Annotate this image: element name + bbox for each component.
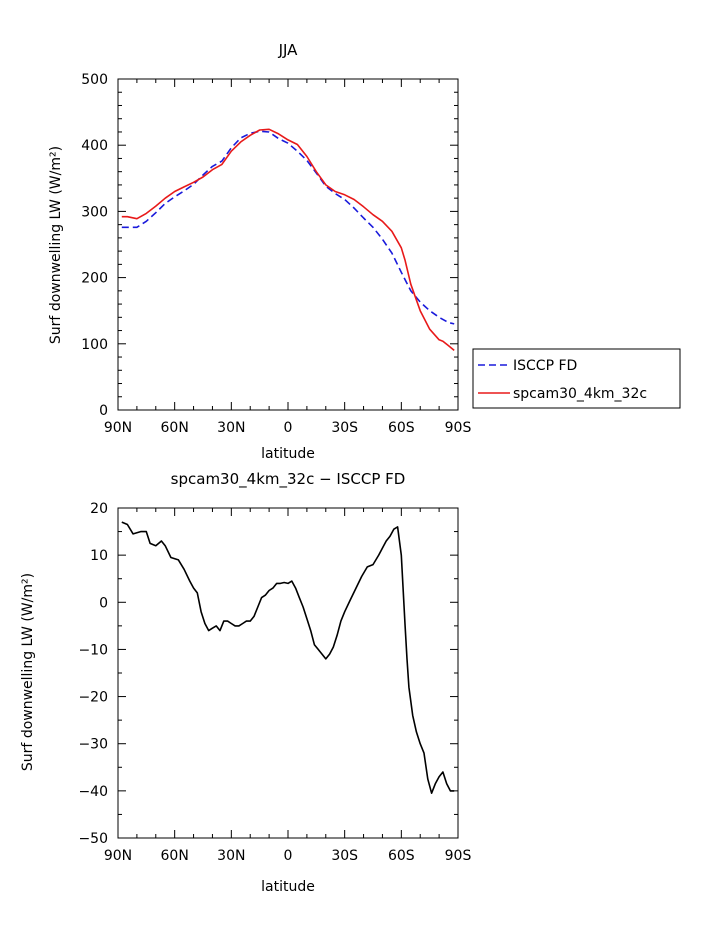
y-tick-label: 0 [99,403,108,419]
x-axis-label: latitude [261,879,315,895]
series-line-spcam30-4km-32c [121,128,455,352]
y-tick-label: −30 [78,737,108,753]
series-line-difference [121,521,455,795]
x-axis-label: latitude [261,446,315,462]
y-tick-label: 10 [90,548,108,564]
legend-label-isccp-fd: ISCCP FD [513,358,577,374]
y-tick-label: −50 [78,831,108,847]
x-tick-label: 30S [331,848,358,864]
x-tick-label: 30N [217,420,245,436]
y-tick-label: −40 [78,784,108,800]
x-tick-label: 60N [161,420,189,436]
x-tick-label: 90N [104,420,132,436]
y-tick-label: −10 [78,642,108,658]
x-tick-label: 90S [445,848,472,864]
x-tick-label: 30S [331,420,358,436]
x-tick-label: 60S [388,848,415,864]
y-axis-label: Surf downwelling LW (W/m²) [48,146,64,344]
x-tick-label: 30N [217,848,245,864]
series-group [121,521,455,795]
chart-difference: spcam30_4km_32c − ISCCP FD −50−40−30−20−… [20,470,471,895]
y-tick-label: 300 [81,204,108,220]
y-tick-label: 0 [99,595,108,611]
y-tick-label: 400 [81,138,108,154]
y-axis: −50 −40 −30 −20 −10 0 10 20 [78,501,458,847]
legend: ISCCP FD spcam30_4km_32c [472,348,681,409]
y-tick-label: −20 [78,690,108,706]
x-tick-label: 60S [388,420,415,436]
y-axis: 0 100 200 300 400 500 [81,72,458,419]
series-line-isccp-fd [121,130,455,325]
x-tick-label: 90S [445,420,472,436]
chart-title: spcam30_4km_32c − ISCCP FD [171,470,406,489]
legend-box [472,348,681,409]
x-axis: 90N 60N 30N 0 30S 60S 90S [104,79,472,436]
x-tick-label: 0 [284,420,293,436]
plot-frame [117,507,459,839]
y-tick-label: 500 [81,72,108,88]
y-tick-label: 20 [90,501,108,517]
y-tick-label: 200 [81,271,108,287]
chart-jja: JJA 0 100 200 300 400 500 90N 60N 30N 0 30S 60S 90S… [48,41,471,462]
chart-title: JJA [278,41,299,59]
x-tick-label: 90N [104,848,132,864]
series-group [121,128,455,352]
legend-label-spcam: spcam30_4km_32c [513,386,647,402]
x-axis: 90N 60N 30N 0 30S 60S 90S [104,508,472,864]
plot-frame [117,78,459,411]
y-tick-label: 100 [81,337,108,353]
x-tick-label: 0 [284,848,293,864]
x-tick-label: 60N [161,848,189,864]
y-axis-label: Surf downwelling LW (W/m²) [20,573,36,771]
